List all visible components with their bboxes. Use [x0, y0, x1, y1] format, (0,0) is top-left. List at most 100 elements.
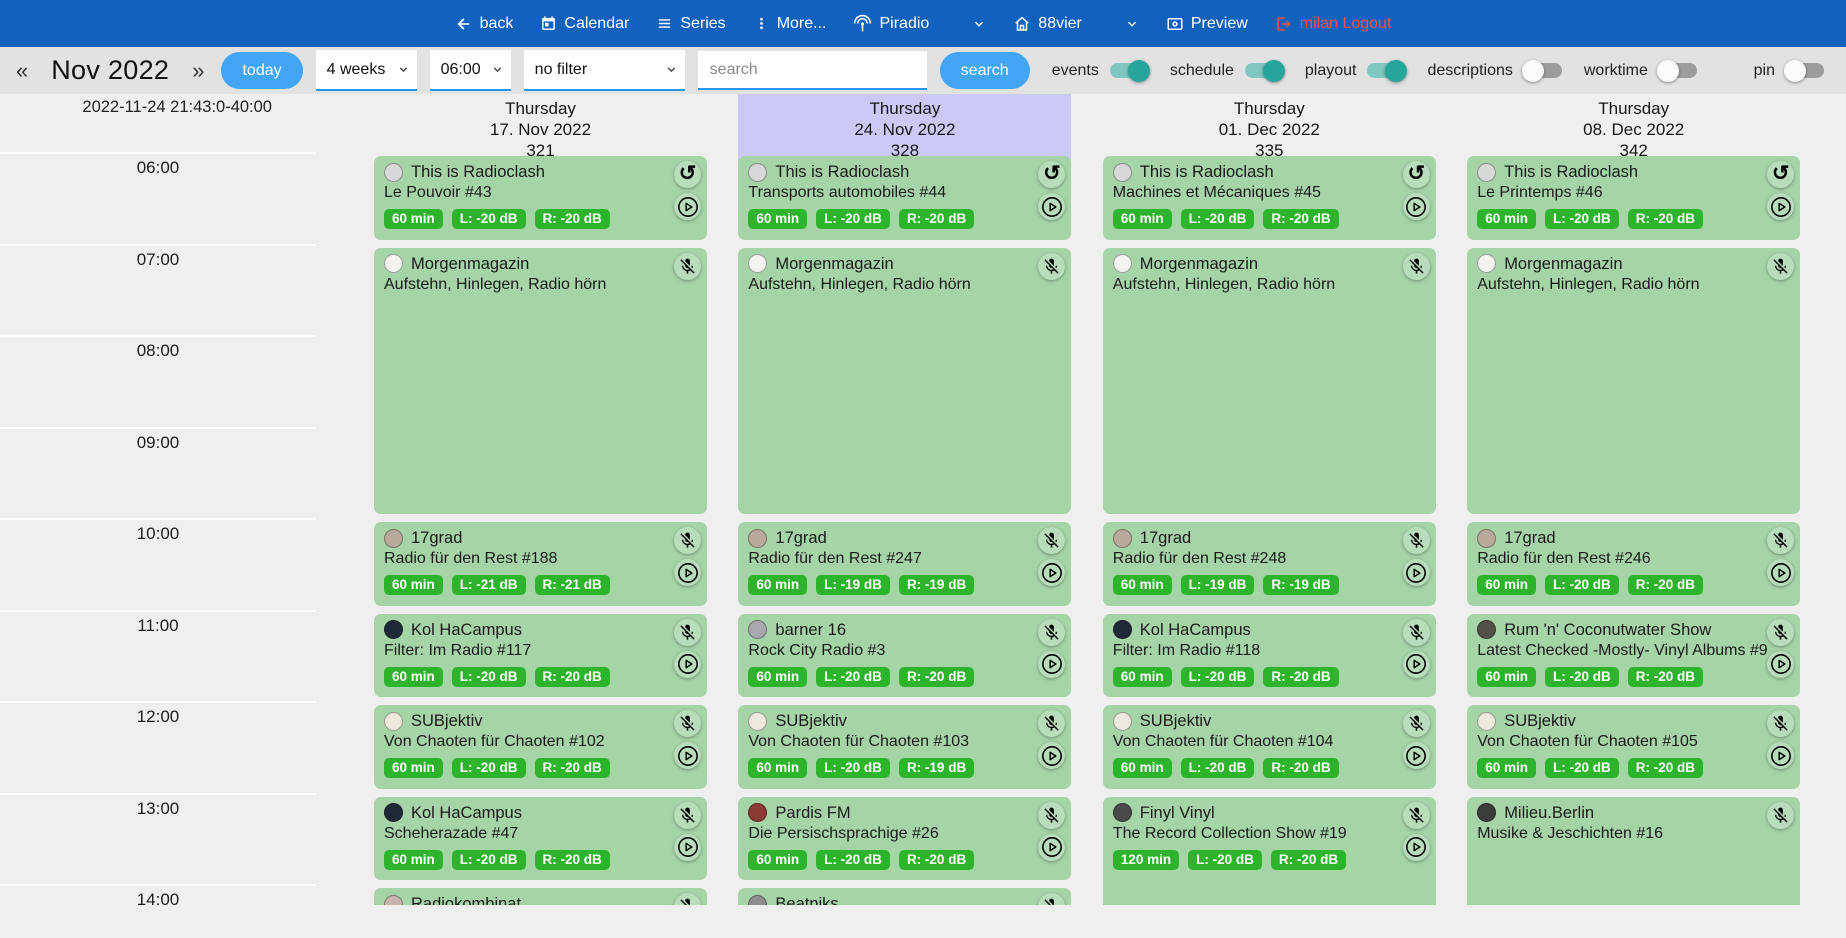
event-card[interactable]: Pardis FM Die Persischsprachige #26 60 m…: [738, 796, 1072, 880]
month-next-button[interactable]: »: [192, 57, 205, 83]
repeat-icon-button[interactable]: ↺: [1402, 161, 1430, 188]
mute-icon-button[interactable]: [674, 893, 701, 905]
station-dropdown-chevron[interactable]: [1125, 17, 1139, 31]
today-button[interactable]: today: [221, 52, 303, 89]
nav-piradio-button[interactable]: Piradio: [853, 14, 929, 33]
nav-logout-button[interactable]: milan Logout: [1275, 15, 1391, 33]
mute-icon-button[interactable]: [1767, 801, 1795, 829]
event-card[interactable]: SUBjektiv Von Chaoten für Chaoten #105 6…: [1467, 705, 1801, 789]
play-icon-button[interactable]: [674, 650, 701, 678]
event-card[interactable]: Radiokombinat ↺: [374, 888, 707, 905]
mute-icon-button[interactable]: [1038, 527, 1066, 554]
play-icon-button[interactable]: [1767, 650, 1795, 678]
filter-select[interactable]: no filter: [523, 50, 685, 91]
event-card[interactable]: Finyl Vinyl The Record Collection Show #…: [1102, 796, 1436, 905]
event-card[interactable]: Kol HaCampus Filter: Im Radio #118 60 mi…: [1102, 613, 1436, 697]
nav-more-button[interactable]: More...: [753, 15, 826, 33]
mute-icon-button[interactable]: [674, 710, 701, 737]
event-card[interactable]: Morgenmagazin Aufstehn, Hinlegen, Radio …: [1102, 247, 1436, 514]
mute-icon-button[interactable]: [1767, 527, 1795, 554]
event-card[interactable]: Rum 'n' Coconutwater Show Latest Checked…: [1467, 613, 1801, 697]
event-card[interactable]: SUBjektiv Von Chaoten für Chaoten #102 6…: [374, 705, 707, 789]
toggle-descriptions[interactable]: [1521, 59, 1562, 82]
event-card[interactable]: SUBjektiv Von Chaoten für Chaoten #104 6…: [1102, 705, 1436, 789]
play-icon-button[interactable]: [1038, 559, 1066, 586]
play-icon-button[interactable]: [1038, 833, 1066, 861]
event-card[interactable]: Milieu.Berlin Musike & Jeschichten #16 ↺: [1467, 796, 1801, 905]
mic-off-icon: [1409, 258, 1424, 274]
play-icon-button[interactable]: [1402, 742, 1430, 769]
mute-icon-button[interactable]: [1038, 801, 1066, 829]
play-icon-button[interactable]: [1767, 742, 1795, 769]
play-icon-button[interactable]: [674, 193, 701, 220]
start-time-select[interactable]: 06:00: [429, 50, 511, 91]
event-card[interactable]: Kol HaCampus Scheherazade #47 60 min L: -…: [374, 796, 707, 880]
play-icon-button[interactable]: [1767, 193, 1795, 220]
event-card[interactable]: Kol HaCampus Filter: Im Radio #117 60 mi…: [374, 613, 707, 697]
play-icon-button[interactable]: [1402, 193, 1430, 220]
event-subtitle: Le Printemps #46: [1477, 184, 1603, 201]
play-icon-button[interactable]: [674, 559, 701, 586]
search-button[interactable]: search: [939, 52, 1030, 89]
event-card[interactable]: 17grad Radio für den Rest #188 60 min L: …: [374, 522, 707, 606]
play-icon-button[interactable]: [1038, 193, 1066, 220]
nav-series-button[interactable]: Series: [656, 15, 726, 33]
play-icon-button[interactable]: [1767, 559, 1795, 586]
mute-icon-button[interactable]: [674, 801, 701, 829]
repeat-icon-button[interactable]: ↺: [674, 161, 701, 188]
mute-icon-button[interactable]: [1402, 801, 1430, 829]
nav-calendar-button[interactable]: Calendar: [540, 15, 629, 33]
mute-icon-button[interactable]: [674, 527, 701, 554]
toggle-playout[interactable]: [1367, 59, 1408, 82]
month-prev-button[interactable]: «: [16, 57, 29, 83]
repeat-icon-button[interactable]: ↺: [1767, 161, 1795, 188]
event-card[interactable]: Morgenmagazin Aufstehn, Hinlegen, Radio …: [374, 247, 707, 514]
event-card[interactable]: This is Radioclash Le Printemps #46 60 m…: [1467, 156, 1801, 240]
play-icon-button[interactable]: [1402, 650, 1430, 678]
toggle-pin[interactable]: [1784, 59, 1824, 82]
repeat-icon-button[interactable]: ↺: [1038, 161, 1066, 188]
event-card[interactable]: Morgenmagazin Aufstehn, Hinlegen, Radio …: [738, 247, 1072, 514]
mute-icon-button[interactable]: [1767, 252, 1795, 280]
nav-88vier-button[interactable]: 88vier: [1013, 15, 1082, 33]
show-avatar: [1477, 803, 1497, 822]
mute-icon-button[interactable]: [1767, 710, 1795, 737]
mute-icon-button[interactable]: [1038, 893, 1066, 905]
event-card[interactable]: 17grad Radio für den Rest #246 60 min L: …: [1467, 522, 1801, 606]
play-icon-button[interactable]: [1038, 650, 1066, 678]
toggle-worktime[interactable]: [1656, 59, 1697, 82]
event-card[interactable]: This is Radioclash Machines et Mécanique…: [1102, 156, 1436, 240]
play-icon-button[interactable]: [1402, 559, 1430, 586]
nav-back-button[interactable]: back: [455, 15, 513, 33]
mute-icon-button[interactable]: [1402, 252, 1430, 280]
event-card[interactable]: This is Radioclash Transports automobile…: [738, 156, 1072, 240]
event-card[interactable]: Morgenmagazin Aufstehn, Hinlegen, Radio …: [1467, 247, 1801, 514]
event-card[interactable]: barner 16 Rock City Radio #3 60 min L: -2…: [738, 613, 1072, 697]
mute-icon-button[interactable]: [1402, 527, 1430, 554]
search-input[interactable]: [697, 51, 927, 90]
event-card[interactable]: 17grad Radio für den Rest #247 60 min L: …: [738, 522, 1072, 606]
event-card[interactable]: 17grad Radio für den Rest #248 60 min L: …: [1102, 522, 1436, 606]
play-icon-button[interactable]: [1038, 742, 1066, 769]
event-card[interactable]: Beatniks ↺: [738, 888, 1072, 905]
play-icon-button[interactable]: [674, 833, 701, 861]
nav-preview-button[interactable]: Preview: [1166, 15, 1248, 33]
mute-icon-button[interactable]: [1402, 710, 1430, 737]
mute-icon-button[interactable]: [674, 252, 701, 280]
mute-icon-button[interactable]: [1767, 618, 1795, 646]
toggle-events[interactable]: [1109, 59, 1150, 82]
piradio-dropdown-chevron[interactable]: [972, 17, 986, 31]
mute-icon-button[interactable]: [1038, 710, 1066, 737]
mute-icon-button[interactable]: [1038, 252, 1066, 280]
play-icon-button[interactable]: [674, 742, 701, 769]
event-card[interactable]: This is Radioclash Le Pouvoir #43 60 min…: [374, 156, 707, 240]
mute-icon-button[interactable]: [1038, 618, 1066, 646]
mute-icon-button[interactable]: [674, 618, 701, 646]
play-icon: [1041, 654, 1062, 674]
logout-icon: [1277, 16, 1291, 31]
range-select[interactable]: 4 weeks: [315, 50, 417, 91]
event-card[interactable]: SUBjektiv Von Chaoten für Chaoten #103 6…: [738, 705, 1072, 789]
play-icon-button[interactable]: [1402, 833, 1430, 861]
mute-icon-button[interactable]: [1402, 618, 1430, 646]
toggle-schedule[interactable]: [1244, 59, 1285, 82]
